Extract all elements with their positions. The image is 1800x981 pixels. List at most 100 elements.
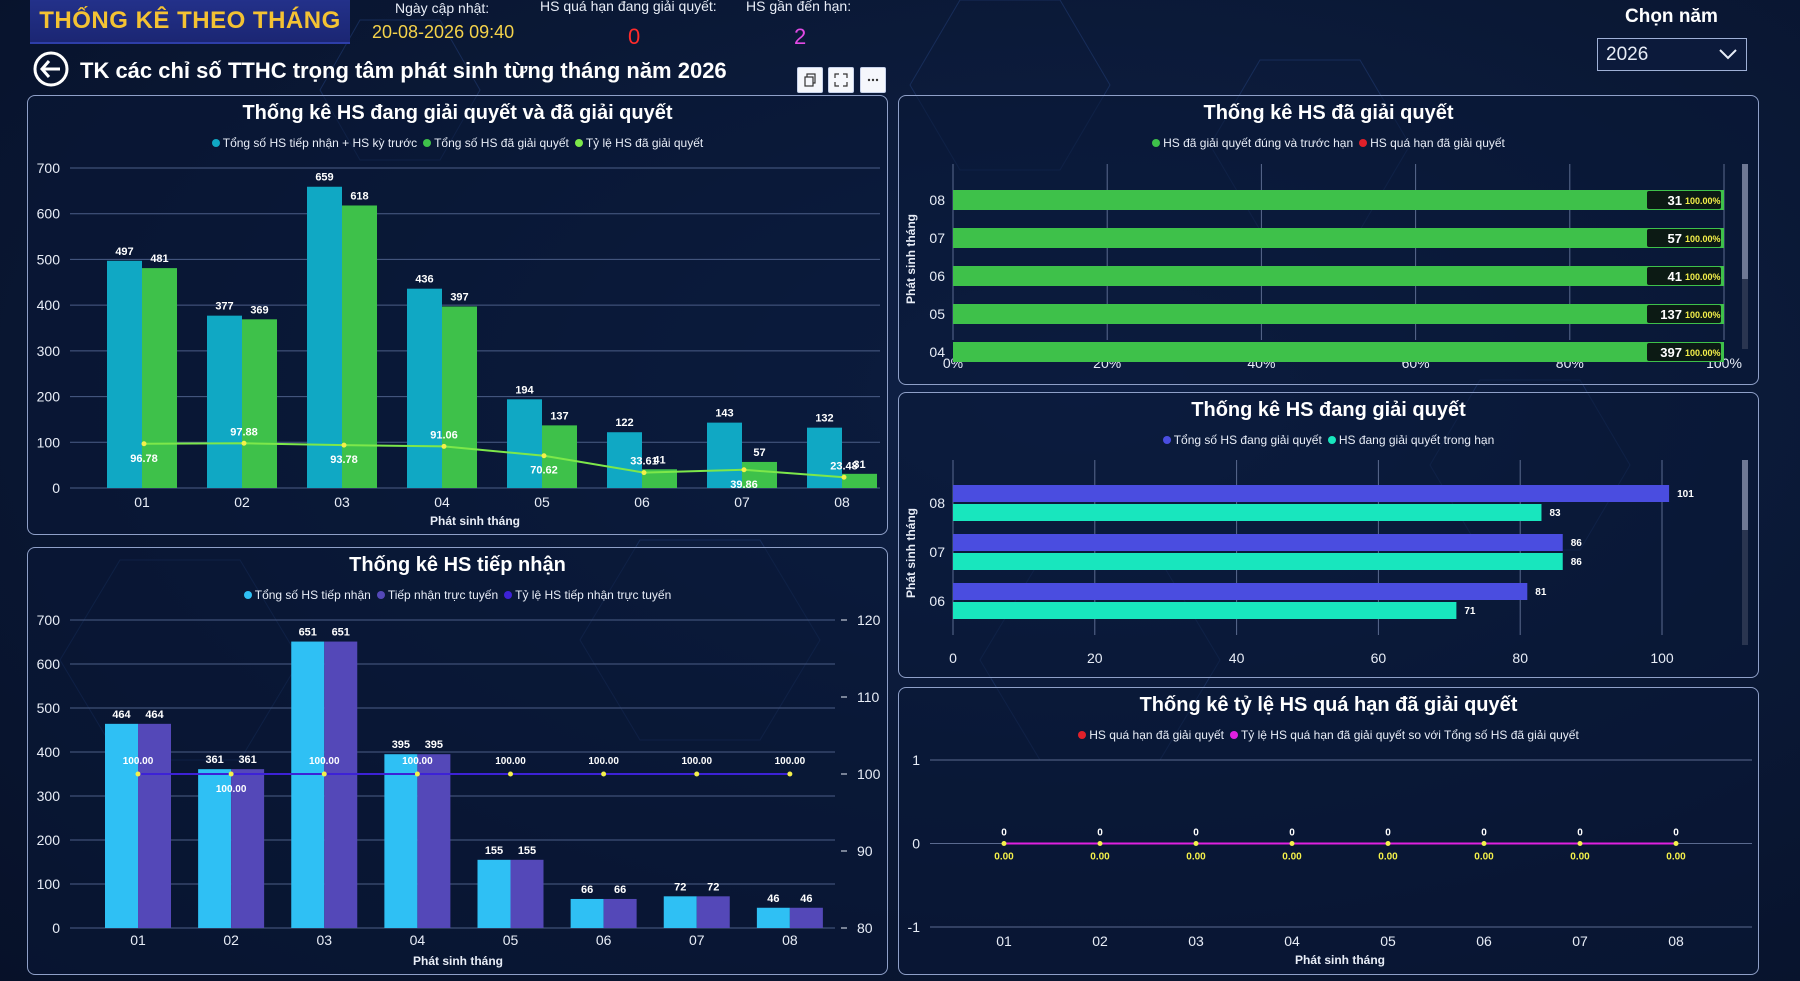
y-tick-label: 06 <box>929 593 945 609</box>
data-label: 0 <box>1193 828 1199 839</box>
data-label: 41 <box>1668 269 1682 284</box>
bar-received-online <box>603 898 637 928</box>
chart4-legend-item[interactable]: Tiếp nhận trực tuyến <box>376 588 498 602</box>
data-label: 377 <box>215 301 233 313</box>
bar-received-online <box>231 769 265 928</box>
chart5-legend-item[interactable]: HS quá hạn đã giải quyết <box>1078 728 1224 742</box>
y-tick-label: 07 <box>929 544 945 560</box>
chart4-title: Thống kê HS tiếp nhận <box>349 554 566 576</box>
chart1-legend: Tổng số HS tiếp nhận + HS kỳ trước Tổng … <box>28 136 887 150</box>
x-tick-label: 05 <box>503 932 519 948</box>
y-tick-label: 100 <box>37 434 61 450</box>
data-label-box <box>1647 305 1721 323</box>
data-label: 436 <box>415 274 433 286</box>
data-label: 395 <box>425 739 443 751</box>
rate-label: 100.00 <box>681 756 712 767</box>
x-tick-label: 20 <box>1087 650 1103 666</box>
legend-dot <box>1229 731 1238 739</box>
x-tick-label: 40 <box>1229 650 1245 666</box>
bar-total-received <box>507 399 542 488</box>
y-tick-label: 08 <box>929 192 945 208</box>
scrollbar-thumb <box>1742 460 1748 530</box>
legend-label: HS đang giải quyết trong hạn <box>1338 433 1495 447</box>
chart5-title: Thống kê tỷ lệ HS quá hạn đã giải quyết <box>1139 694 1518 716</box>
data-label: 101 <box>1677 489 1694 500</box>
year-select-value: 2026 <box>1606 43 1649 65</box>
bar-total-received <box>198 769 232 928</box>
y-tick-label: 200 <box>37 832 61 848</box>
chart2-legend-item[interactable]: HS quá hạn đã giải quyết <box>1359 136 1505 150</box>
data-label-percent: 100.00% <box>1685 348 1721 358</box>
x-tick-label: 02 <box>1092 933 1108 949</box>
legend-dot <box>1078 731 1087 739</box>
data-label: 31 <box>853 459 865 471</box>
data-label: 143 <box>715 408 733 420</box>
chart5-legend-item[interactable]: Tỷ lệ HS quá hạn đã giải quyết so với Tổ… <box>1229 728 1579 742</box>
bar-total-received <box>384 754 418 928</box>
chart4-legend-item[interactable]: Tổng số HS tiếp nhận <box>243 588 371 602</box>
x-axis-title: Phát sinh tháng <box>413 954 503 968</box>
rate-point <box>1577 841 1583 846</box>
y-tick-label: 500 <box>37 251 61 267</box>
chart4-legend-item[interactable]: Tỷ lệ HS tiếp nhận trực tuyến <box>504 588 671 602</box>
year-select[interactable]: 2026 <box>1597 38 1747 71</box>
legend-label: Tổng số HS tiếp nhận <box>254 588 371 602</box>
rate-label: 100.00 <box>123 756 154 767</box>
bar-total-received <box>407 288 442 488</box>
data-label: 0 <box>1481 828 1487 839</box>
copy-button[interactable] <box>797 67 823 93</box>
rate-point <box>135 771 141 777</box>
data-label: 155 <box>518 845 536 857</box>
chart3-legend-item[interactable]: Tổng số HS đang giải quyết <box>1162 433 1322 447</box>
data-label-percent: 100.00% <box>1685 272 1721 282</box>
legend-dot <box>243 591 252 599</box>
bar-total-resolved <box>342 205 377 488</box>
chart3-title: Thống kê HS đang giải quyết <box>1191 399 1466 421</box>
rate-point <box>601 771 607 777</box>
scrollbar-thumb <box>1742 164 1748 279</box>
x-axis-title: Phát sinh tháng <box>1295 953 1385 967</box>
chart3-legend: Tổng số HS đang giải quyết HS đang giải … <box>899 433 1758 447</box>
data-label-percent: 100.00% <box>1685 310 1721 320</box>
back-arrow-icon[interactable] <box>32 50 70 88</box>
bar-total-resolved <box>242 319 277 488</box>
chart1-legend-item[interactable]: Tổng số HS đã giải quyết <box>423 136 569 150</box>
data-label: 369 <box>250 304 268 316</box>
x-tick-label: 06 <box>634 494 650 510</box>
data-label: 0 <box>1673 828 1679 839</box>
bar-resolved-on-time <box>953 266 1724 286</box>
y-tick-label: 0 <box>52 480 60 496</box>
x-tick-label: 07 <box>1572 933 1588 949</box>
x-tick-label: 04 <box>1284 933 1300 949</box>
x-tick-label: 07 <box>734 494 750 510</box>
rate-point <box>641 470 647 476</box>
legend-label: Tỷ lệ HS tiếp nhận trực tuyến <box>515 588 672 602</box>
page-title: TK các chỉ số TTHC trọng tâm phát sinh t… <box>80 58 727 83</box>
legend-label: HS quá hạn đã giải quyết <box>1370 136 1505 150</box>
chart1-legend-item[interactable]: Tỷ lệ HS đã giải quyết <box>574 136 703 150</box>
chart3-legend-item[interactable]: HS đang giải quyết trong hạn <box>1327 433 1495 447</box>
data-label: 57 <box>753 447 765 459</box>
rate-label: 0.00 <box>994 852 1014 863</box>
rate-point <box>541 453 547 459</box>
chart2-legend-item[interactable]: HS đã giải quyết đúng và trước hạn <box>1152 136 1353 150</box>
data-label: 155 <box>485 845 503 857</box>
data-label: 618 <box>350 190 368 202</box>
rate-label: 0.00 <box>1378 852 1398 863</box>
more-options-button[interactable] <box>860 67 886 93</box>
x-tick-label: 08 <box>782 932 798 948</box>
chart1-legend-item[interactable]: Tổng số HS tiếp nhận + HS kỳ trước <box>211 136 417 150</box>
bar-total-resolved <box>642 469 677 488</box>
y-tick-label: 200 <box>37 389 61 405</box>
data-label: 481 <box>150 253 168 265</box>
bar-received-online <box>789 907 823 928</box>
y-tick-label: 500 <box>37 700 61 716</box>
rate-label: 70.62 <box>530 465 558 477</box>
data-label-box <box>1647 191 1721 209</box>
y-axis-title: Phát sinh tháng <box>904 214 918 304</box>
data-label: 132 <box>815 413 833 425</box>
focus-mode-button[interactable] <box>828 67 854 93</box>
rate-point <box>341 442 347 448</box>
x-tick-label: 05 <box>1380 933 1396 949</box>
y-tick-label: 06 <box>929 268 945 284</box>
